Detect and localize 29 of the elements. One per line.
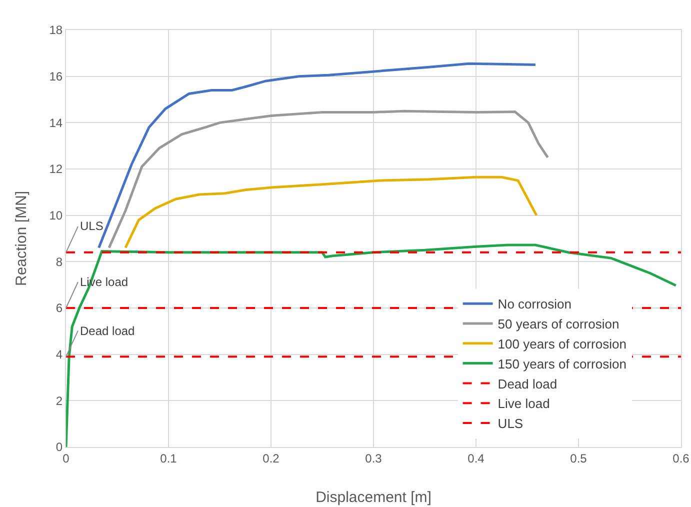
y-tick-label: 18 bbox=[49, 23, 63, 38]
legend-label: 50 years of corrosion bbox=[498, 316, 620, 332]
line-series bbox=[124, 176, 538, 250]
text: Dead load bbox=[80, 324, 135, 338]
y-tick-label: 14 bbox=[49, 116, 63, 130]
line-series bbox=[108, 110, 549, 250]
legend-label: ULS bbox=[498, 416, 524, 432]
x-tick-label: 0.5 bbox=[570, 451, 588, 466]
legend-label: Live load bbox=[498, 396, 550, 412]
y-tick-label: 6 bbox=[56, 301, 63, 316]
y-tick-label: 12 bbox=[49, 162, 63, 176]
x-tick-label: 0.4 bbox=[468, 451, 485, 466]
legend-label: 100 years of corrosion bbox=[498, 336, 626, 352]
legend-label: Dead load bbox=[498, 376, 558, 392]
y-tick-label: 2 bbox=[56, 394, 63, 408]
x-axis-title: Displacement [m] bbox=[316, 489, 432, 506]
legend-label: 150 years of corrosion bbox=[498, 356, 626, 372]
x-tick-label: 0.2 bbox=[262, 451, 280, 466]
x-tick-label: 0.6 bbox=[672, 451, 690, 466]
y-tick-label: 0 bbox=[56, 440, 63, 454]
x-tick-label: 0.3 bbox=[365, 451, 382, 466]
y-tick-label: 16 bbox=[49, 70, 63, 84]
text: ULS bbox=[80, 219, 104, 233]
x-tick-label: 0.1 bbox=[160, 451, 178, 466]
y-tick-label: 10 bbox=[49, 208, 63, 223]
y-tick-label: 8 bbox=[56, 254, 63, 269]
y-tick-label: 4 bbox=[56, 348, 63, 362]
y-axis-title: Reaction [MN] bbox=[13, 190, 30, 286]
legend-label: No corrosion bbox=[498, 296, 572, 312]
